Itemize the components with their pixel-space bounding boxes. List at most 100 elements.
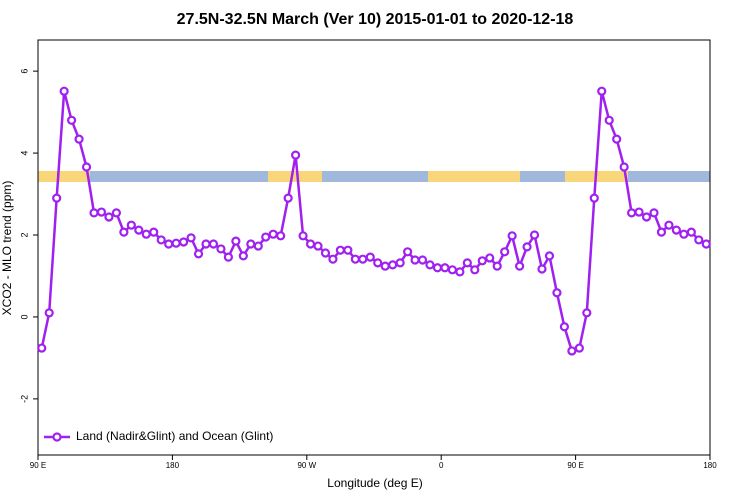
- point: [671, 225, 682, 235]
- point: [574, 343, 584, 353]
- point: [425, 260, 435, 270]
- chart-title: 27.5N-32.5N March (Ver 10) 2015-01-01 to…: [177, 11, 574, 28]
- point: [559, 322, 570, 332]
- point: [634, 207, 644, 217]
- point: [216, 244, 226, 254]
- point: [44, 308, 54, 318]
- point: [701, 239, 711, 249]
- point: [649, 208, 659, 218]
- point: [641, 212, 652, 222]
- point: [119, 227, 129, 237]
- point: [111, 208, 122, 218]
- point: [604, 115, 614, 125]
- x-tick-label: 0: [439, 461, 444, 470]
- y-tick-label: 2: [19, 232, 29, 237]
- point: [313, 241, 323, 251]
- point: [89, 208, 99, 218]
- point: [261, 232, 271, 242]
- y-tick-label: -2: [19, 395, 29, 403]
- point: [380, 261, 390, 271]
- point: [500, 247, 510, 257]
- point: [328, 254, 338, 264]
- point: [52, 193, 62, 203]
- point: [447, 265, 457, 275]
- point: [514, 261, 525, 271]
- point: [74, 134, 84, 144]
- plot-frame: [37, 39, 711, 456]
- point: [477, 256, 487, 266]
- point: [679, 229, 689, 239]
- point: [104, 212, 114, 222]
- point: [507, 231, 517, 241]
- point: [470, 265, 480, 275]
- point: [597, 86, 607, 96]
- point: [291, 150, 301, 160]
- x-tick-label: 90 E: [567, 461, 583, 470]
- land-band: [428, 171, 520, 182]
- x-axis-label: Longitude (deg E): [327, 476, 422, 490]
- y-tick-label: 6: [19, 69, 29, 74]
- point: [246, 239, 256, 249]
- point: [96, 207, 107, 217]
- point: [358, 254, 368, 264]
- point: [403, 247, 413, 257]
- point: [612, 134, 622, 144]
- point: [395, 258, 405, 268]
- point: [485, 253, 495, 263]
- point: [66, 115, 77, 125]
- point: [164, 239, 174, 249]
- point: [223, 252, 233, 262]
- point: [320, 248, 331, 258]
- point: [492, 261, 502, 271]
- point: [567, 346, 577, 356]
- point: [305, 239, 316, 249]
- ocean-band: [38, 171, 710, 182]
- point: [432, 263, 443, 273]
- point: [410, 255, 420, 265]
- point: [529, 230, 540, 240]
- point: [171, 238, 181, 248]
- point: [664, 220, 674, 230]
- point: [298, 231, 308, 241]
- point: [589, 193, 599, 203]
- land-ocean-band: [38, 171, 710, 182]
- x-tick-label: 180: [703, 461, 717, 470]
- point: [462, 258, 472, 268]
- point: [544, 251, 555, 261]
- point: [253, 241, 263, 251]
- point: [626, 208, 637, 218]
- y-axis-label: XCO2 - MLO trend (ppm): [0, 181, 14, 316]
- legend-marker: [52, 432, 62, 442]
- point: [537, 264, 547, 274]
- point: [552, 288, 562, 298]
- point: [455, 267, 465, 277]
- point: [417, 255, 428, 265]
- point: [186, 233, 196, 243]
- point: [156, 235, 166, 245]
- point: [694, 235, 704, 245]
- point: [582, 308, 592, 318]
- point: [81, 162, 92, 172]
- point: [276, 231, 286, 241]
- land-band: [268, 171, 322, 182]
- x-tick-label: 90 W: [297, 461, 316, 470]
- point: [350, 254, 360, 264]
- point: [373, 258, 383, 268]
- point: [134, 225, 144, 235]
- x-tick-label: 180: [166, 461, 180, 470]
- point: [522, 242, 532, 252]
- point: [343, 245, 353, 255]
- point: [656, 227, 667, 237]
- y-tick-label: 4: [19, 151, 29, 156]
- x-tick-label: 90 E: [30, 461, 46, 470]
- point: [268, 229, 278, 239]
- point: [149, 227, 159, 237]
- point: [283, 193, 293, 203]
- point: [201, 239, 211, 249]
- point: [231, 236, 241, 246]
- point: [335, 245, 345, 255]
- point: [686, 227, 696, 237]
- point: [365, 252, 375, 262]
- series-line: [40, 90, 707, 353]
